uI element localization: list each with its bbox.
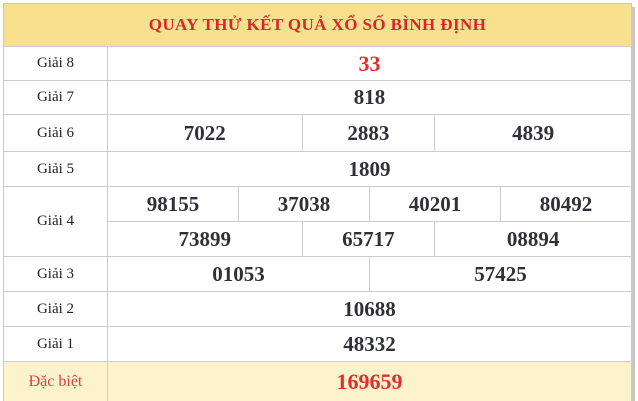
prize-row-dac-biet: Đặc biệt 169659	[4, 361, 631, 401]
prize-number: 57425	[369, 257, 631, 291]
prize-number: 2883	[301, 115, 435, 151]
prize-number: 818	[353, 85, 386, 109]
prize-number: 40201	[369, 187, 500, 221]
prize-number: 1809	[348, 156, 391, 181]
prize-row-giai-2: Giải 2 10688	[4, 291, 631, 326]
prize-row-giai-1: Giải 1 48332	[4, 326, 631, 361]
prize-number: 73899	[178, 226, 232, 251]
prize-subrow: 98155 37038 40201 80492	[108, 187, 631, 221]
prize-row-giai-5: Giải 5 1809	[4, 151, 631, 186]
prize-label: Giải 4	[36, 213, 75, 229]
prize-label: Giải 8	[36, 55, 75, 71]
prize-number: 4839	[434, 115, 631, 151]
prize-label: Giải 3	[36, 265, 75, 282]
prize-row-giai-3: Giải 3 01053 57425	[4, 256, 631, 291]
prize-number: 7022	[183, 120, 226, 145]
prize-number: 169659	[336, 369, 403, 394]
prize-subrow: 73899 65717 08894	[108, 221, 631, 256]
prize-number: 80492	[500, 187, 631, 221]
prize-number: 10688	[343, 296, 396, 321]
prize-label: Giải 7	[36, 89, 75, 105]
prize-label: Giải 5	[36, 160, 75, 177]
prize-number: 65717	[301, 222, 435, 256]
prize-row-giai-7: Giải 7 818	[4, 80, 631, 114]
prize-row-giai-6: Giải 6 7022 2883 4839	[4, 114, 631, 151]
prize-row-giai-8: Giải 8 33	[4, 46, 631, 80]
prize-label: Giải 2	[36, 300, 75, 317]
prize-number: 48332	[343, 331, 396, 356]
prize-number: 98155	[146, 191, 200, 216]
table-title: QUAY THỬ KẾT QUẢ XỔ SỐ BÌNH ĐỊNH	[4, 4, 631, 46]
prize-label: Giải 6	[36, 124, 75, 141]
prize-number: 01053	[212, 261, 265, 286]
prize-number: 33	[358, 50, 381, 76]
prize-row-giai-4: Giải 4 98155 37038 40201 80492 73899 657…	[4, 186, 631, 256]
lottery-results-table: QUAY THỬ KẾT QUẢ XỔ SỐ BÌNH ĐỊNH Giải 8 …	[3, 3, 632, 401]
prize-number: 08894	[434, 222, 631, 256]
prize-label: Giải 1	[36, 335, 75, 352]
prize-number: 37038	[238, 187, 369, 221]
prize-label: Đặc biệt	[28, 373, 83, 390]
